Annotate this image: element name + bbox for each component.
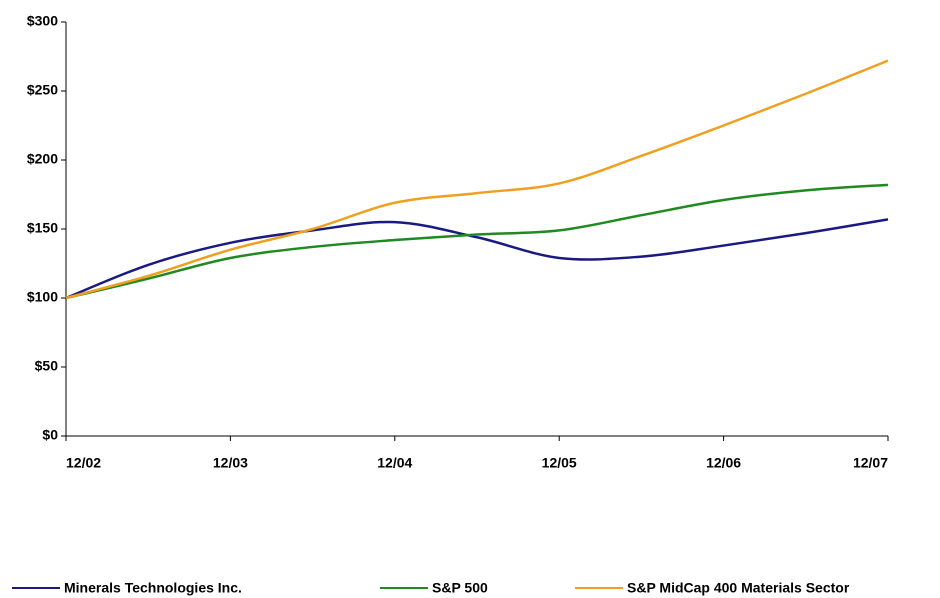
- x-tick-label: 12/06: [706, 455, 741, 471]
- y-tick-label: $200: [27, 151, 58, 167]
- series-line: [65, 183, 889, 300]
- legend-label: Minerals Technologies Inc.: [64, 580, 242, 596]
- series-line: [65, 218, 889, 300]
- legend-label: S&P 500: [432, 580, 488, 596]
- y-tick-label: $0: [42, 427, 58, 443]
- y-tick-label: $250: [27, 82, 58, 98]
- y-tick-label: $100: [27, 289, 58, 305]
- x-tick-label: 12/05: [542, 455, 577, 471]
- x-tick-label: 12/07: [853, 455, 888, 471]
- x-tick-label: 12/03: [213, 455, 248, 471]
- x-tick-label: 12/02: [66, 455, 101, 471]
- y-tick-label: $300: [27, 13, 58, 29]
- series-line: [65, 59, 889, 300]
- x-tick-label: 12/04: [377, 455, 412, 471]
- y-tick-label: $50: [35, 358, 59, 374]
- y-tick-label: $150: [27, 220, 58, 236]
- legend-label: S&P MidCap 400 Materials Sector: [627, 580, 850, 596]
